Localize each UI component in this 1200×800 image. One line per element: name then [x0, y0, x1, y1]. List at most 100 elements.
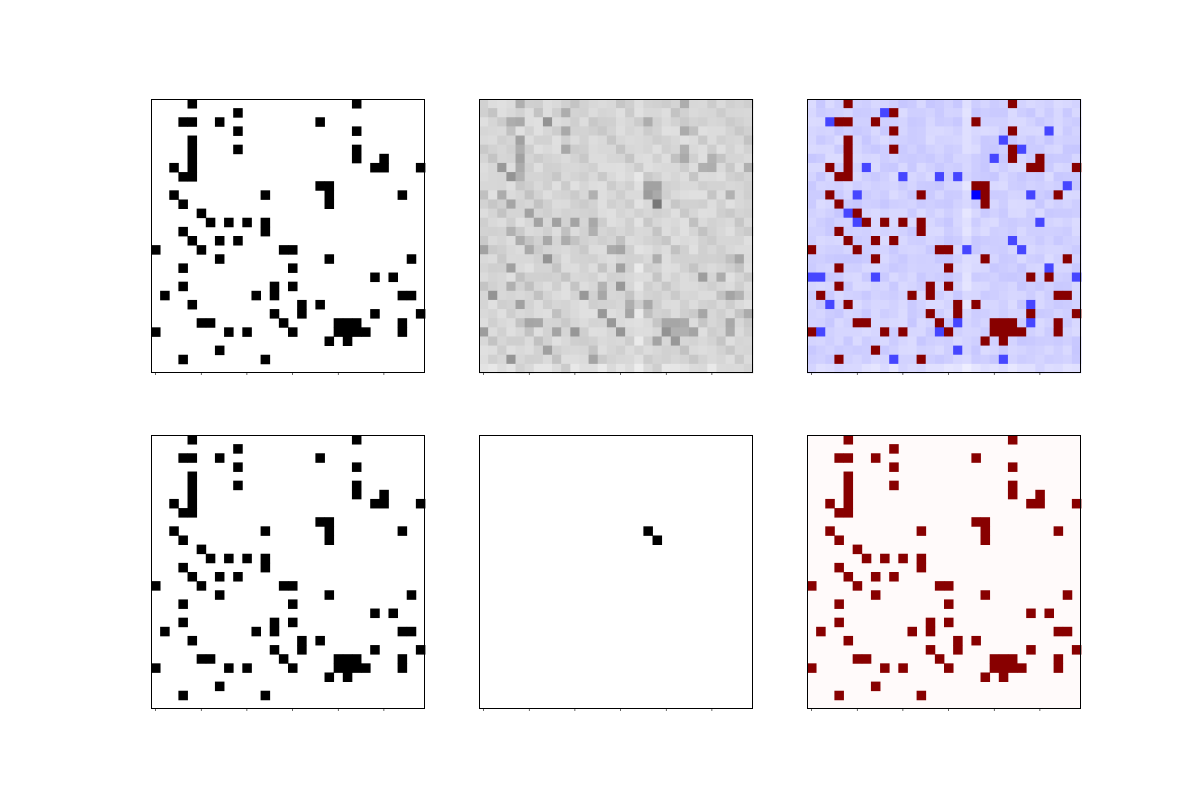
heatmap-cell — [743, 299, 754, 310]
heatmap-cell — [661, 144, 672, 155]
heatmap-cell — [679, 272, 690, 283]
heatmap-cell — [725, 254, 736, 264]
heatmap-cell — [971, 336, 981, 346]
heatmap-cell — [1044, 108, 1054, 118]
heatmap-cell — [370, 162, 380, 173]
heatmap-cell — [1017, 236, 1027, 246]
heatmap-cell — [934, 226, 945, 237]
heatmap-cell — [953, 126, 963, 136]
heatmap-cell — [497, 199, 507, 209]
heatmap-cell — [1053, 263, 1064, 273]
heatmap-cell — [971, 345, 981, 356]
heatmap-cell — [588, 144, 599, 155]
heatmap-cell — [479, 245, 489, 255]
heatmap-cell — [643, 153, 653, 164]
heatmap-cell — [1007, 327, 1018, 337]
heatmap-cell — [925, 617, 936, 628]
heatmap-cell — [1035, 190, 1045, 200]
heatmap-cell — [1035, 272, 1045, 283]
heatmap-cell — [689, 208, 699, 219]
heatmap-cell — [944, 108, 954, 118]
heatmap-cell — [998, 672, 1009, 682]
heatmap-cell — [889, 144, 899, 155]
heatmap-cell — [570, 99, 580, 109]
heatmap-cell — [397, 327, 408, 337]
heatmap-cell — [843, 99, 854, 109]
heatmap-cell — [1053, 318, 1064, 328]
heatmap-cell — [552, 336, 562, 346]
heatmap-cell — [506, 336, 516, 346]
heatmap-cell — [661, 226, 672, 237]
heatmap-cell — [178, 599, 188, 609]
heatmap-cell — [825, 498, 835, 509]
heatmap-cell — [707, 263, 717, 273]
heatmap-cell — [616, 153, 626, 164]
heatmap-cell — [679, 336, 690, 346]
heatmap-cell — [953, 108, 963, 118]
heatmap-cell — [606, 144, 617, 155]
heatmap-cell — [689, 254, 699, 264]
heatmap-cell — [689, 336, 699, 346]
heatmap-cell — [643, 327, 653, 337]
heatmap-cell — [1062, 153, 1073, 164]
heatmap-cell — [515, 263, 526, 273]
heatmap-cell — [515, 162, 526, 173]
heatmap-cell — [1044, 126, 1054, 136]
heatmap-cell — [689, 172, 699, 182]
heatmap-cell — [743, 162, 754, 173]
heatmap-cell — [934, 354, 945, 365]
heatmap-cell — [552, 254, 562, 264]
heatmap-cell — [944, 126, 954, 136]
heatmap-cell — [679, 254, 690, 264]
heatmap-cell — [670, 217, 681, 228]
heatmap-cell — [488, 144, 498, 155]
heatmap-cell — [898, 181, 908, 191]
heatmap-cell — [670, 309, 681, 319]
heatmap-cell — [597, 190, 608, 200]
heatmap-cell — [625, 363, 635, 374]
heatmap-cell — [825, 199, 835, 209]
heatmap-cell — [579, 181, 589, 191]
heatmap-cell — [652, 190, 663, 200]
heatmap-cell — [233, 444, 243, 454]
heatmap-cell — [561, 236, 571, 246]
heatmap-cell — [488, 236, 498, 246]
heatmap-cell — [834, 290, 844, 301]
heatmap-cell — [816, 263, 826, 273]
heatmap-cell — [1026, 345, 1036, 356]
heatmap-cell — [597, 263, 608, 273]
heatmap-cell — [1044, 299, 1054, 310]
heatmap-cell — [606, 217, 617, 228]
heatmap-cell — [980, 108, 991, 118]
heatmap-cell — [880, 336, 890, 346]
heatmap-cell — [916, 281, 927, 292]
heatmap-cell — [989, 217, 1000, 228]
heatmap-cell — [1071, 327, 1082, 337]
heatmap-cell — [606, 181, 617, 191]
heatmap-cell — [679, 190, 690, 200]
heatmap-cell — [1062, 208, 1073, 219]
heatmap-cell — [542, 199, 553, 209]
heatmap-cell — [178, 354, 188, 365]
heatmap-cell — [725, 299, 736, 310]
heatmap-cell — [178, 453, 188, 463]
heatmap-cell — [625, 345, 635, 356]
heatmap-cell — [716, 336, 726, 346]
heatmap-cell — [625, 281, 635, 292]
heatmap-cell — [178, 263, 188, 273]
heatmap-cell — [1035, 99, 1045, 109]
heatmap-cell — [707, 281, 717, 292]
heatmap-cell — [716, 272, 726, 283]
heatmap-cell — [870, 327, 881, 337]
heatmap-cell — [725, 172, 736, 182]
heatmap-cell — [542, 354, 553, 365]
heatmap-cell — [852, 190, 863, 200]
heatmap-cell — [843, 635, 854, 646]
heatmap-cell — [616, 108, 626, 118]
heatmap-cell — [1007, 290, 1018, 301]
heatmap-cell — [606, 272, 617, 283]
heatmap-cell — [670, 199, 681, 209]
heatmap-cell — [944, 354, 954, 365]
heatmap-cell — [689, 281, 699, 292]
heatmap-cell — [479, 226, 489, 237]
